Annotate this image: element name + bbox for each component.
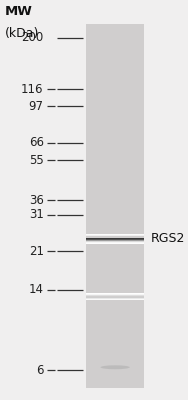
Bar	[86, 24, 144, 388]
Text: 14: 14	[29, 284, 44, 296]
Text: 116: 116	[21, 83, 44, 96]
Ellipse shape	[101, 365, 130, 369]
Text: 200: 200	[21, 31, 44, 44]
Text: (kDa): (kDa)	[5, 26, 39, 40]
Text: 36: 36	[29, 194, 44, 207]
Text: 66: 66	[29, 136, 44, 149]
Text: RGS2: RGS2	[151, 232, 185, 245]
Text: 55: 55	[29, 154, 44, 167]
Text: 6: 6	[36, 364, 44, 377]
Text: 97: 97	[29, 100, 44, 113]
Text: 21: 21	[29, 245, 44, 258]
Text: MW: MW	[5, 5, 33, 18]
Text: 31: 31	[29, 208, 44, 221]
